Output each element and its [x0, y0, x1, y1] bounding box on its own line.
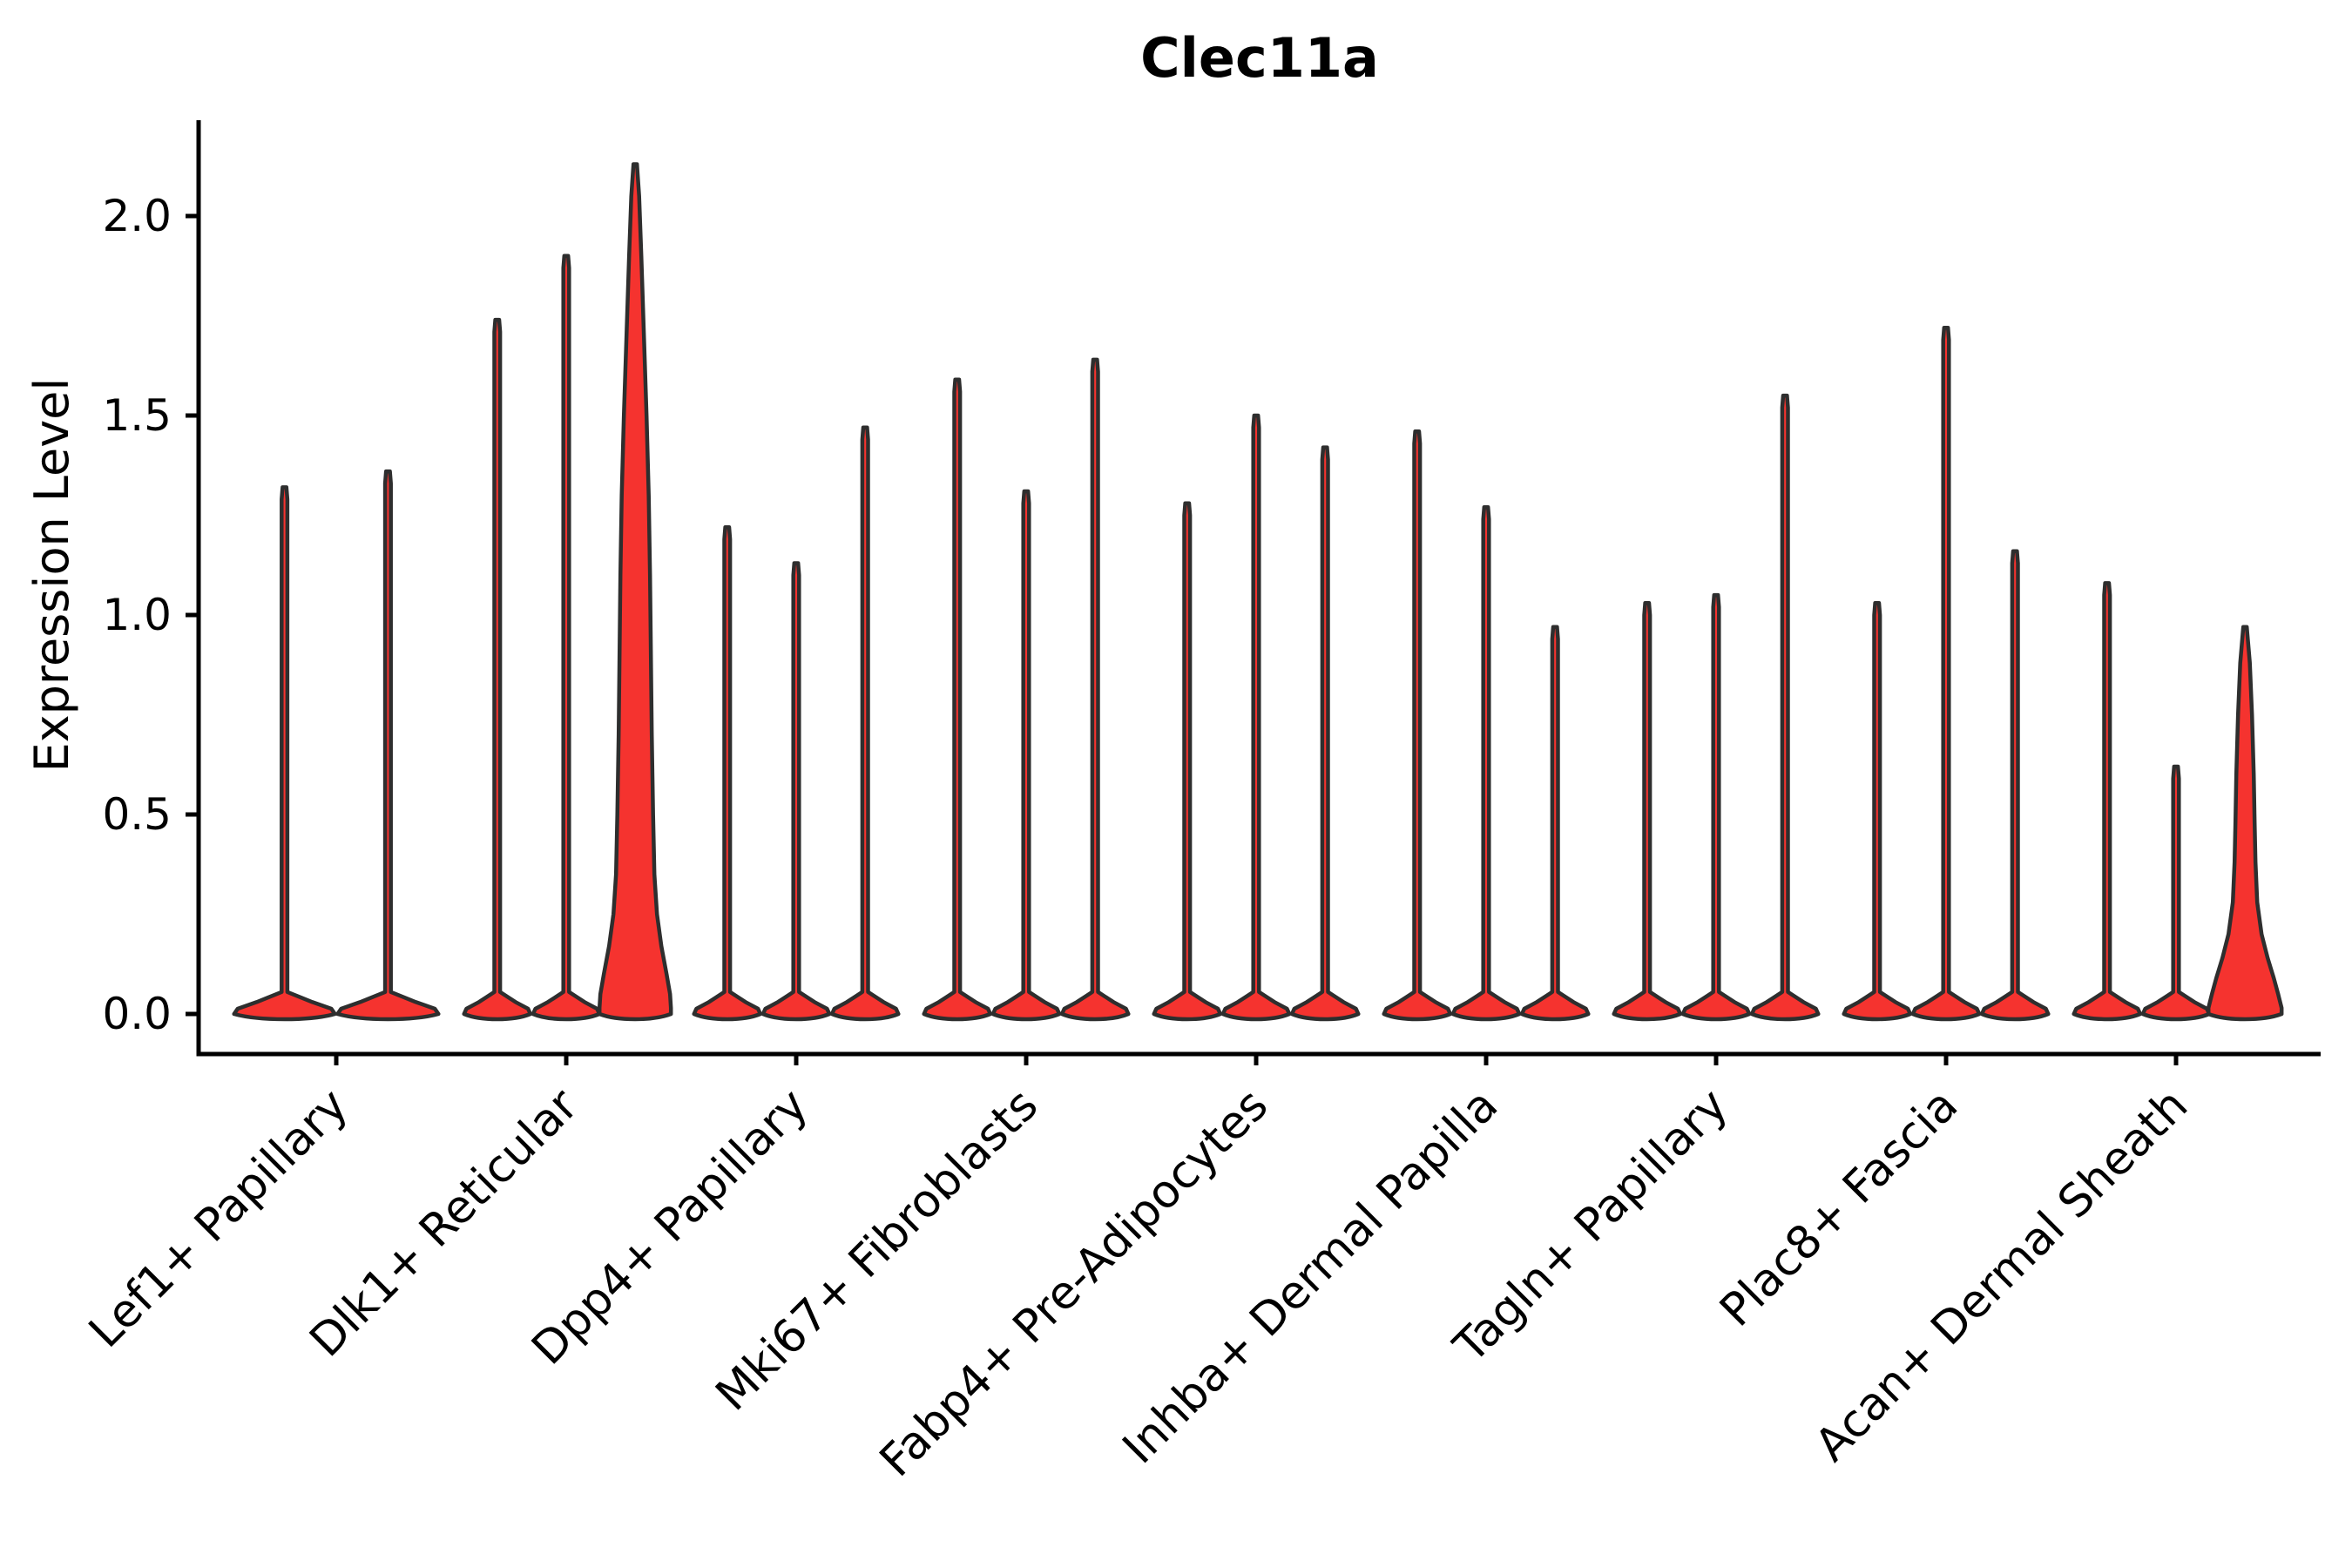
violin	[1152, 501, 1223, 1022]
violin	[1450, 505, 1522, 1022]
violin	[1842, 601, 1913, 1022]
violin	[1910, 325, 1982, 1022]
violin	[1519, 625, 1591, 1022]
x-tick-label: Plac8+ Fascia	[1710, 1079, 1968, 1337]
violin-highlighted	[597, 162, 673, 1022]
violin-highlighted	[2206, 625, 2284, 1022]
violin	[1680, 592, 1752, 1022]
violin	[531, 253, 602, 1022]
violin	[1059, 357, 1131, 1022]
x-tick-label: Fabp4+ Pre-Adipocytes	[870, 1079, 1278, 1487]
chart-title: Clec11a	[1140, 26, 1379, 90]
violin	[232, 485, 337, 1022]
violins	[232, 162, 2284, 1022]
violin	[760, 561, 832, 1022]
violin	[1382, 429, 1453, 1022]
violin	[2140, 764, 2212, 1022]
violin	[1220, 413, 1292, 1022]
y-tick-label: 0.5	[102, 789, 172, 840]
x-tick-label: Inhba+ Dermal Papilla	[1113, 1079, 1508, 1474]
y-axis-label: Expression Level	[24, 378, 79, 773]
violin	[335, 469, 441, 1022]
violin	[1289, 445, 1361, 1022]
y-ticks: 2.0 1.5 1.0 0.5 0.0	[102, 191, 199, 1039]
x-tick-label: Acan+ Dermal Sheath	[1806, 1079, 2199, 1472]
violin	[1979, 549, 2051, 1022]
y-tick-label: 1.5	[102, 390, 172, 441]
violin	[692, 524, 763, 1022]
violin	[1749, 393, 1821, 1022]
violin	[990, 489, 1062, 1022]
violin	[462, 317, 533, 1022]
y-tick-label: 0.0	[102, 989, 172, 1039]
violin	[829, 425, 901, 1022]
violin	[922, 377, 993, 1022]
y-tick-label: 1.0	[102, 590, 172, 640]
y-tick-label: 2.0	[102, 191, 172, 241]
violin	[1612, 601, 1683, 1022]
violin	[2072, 581, 2143, 1022]
